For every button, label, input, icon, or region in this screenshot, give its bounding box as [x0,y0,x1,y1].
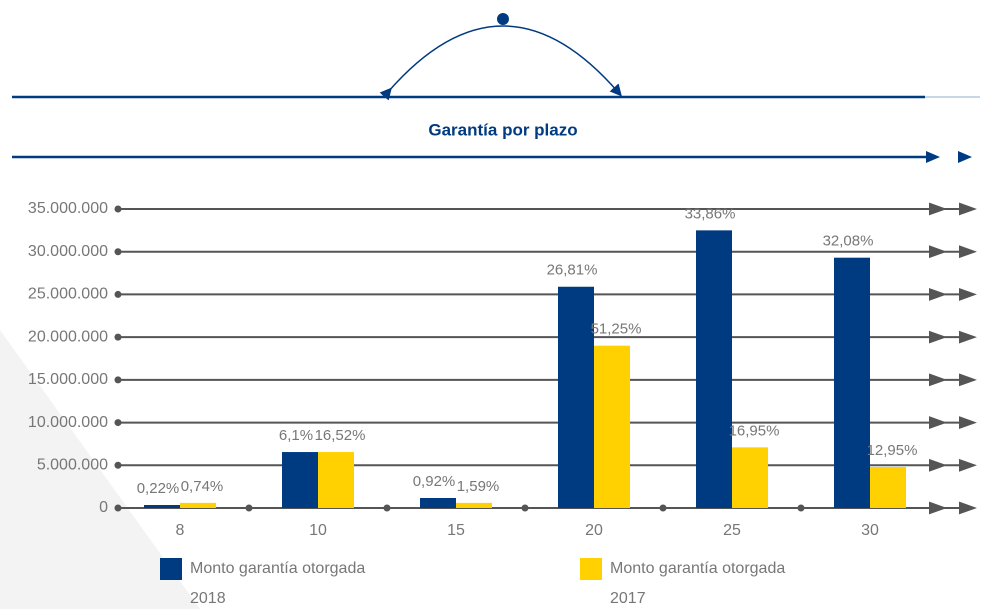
axis-dot [521,504,529,512]
y-tick-label: 15.000.000 [28,371,108,388]
axis-dot [245,504,253,512]
legend-label: Monto garantía otorgada 2018 [190,560,366,607]
data-label: 16,95% [729,422,780,439]
title-arrows [926,151,972,163]
axis-dot [797,504,805,512]
data-label: 12,95% [867,442,918,459]
axis-dot [659,504,667,512]
data-label: 0,74% [181,478,224,495]
data-label: 0,92% [413,473,456,490]
grid-arrows [929,288,977,301]
bar [144,505,180,508]
bar [696,230,732,508]
bar [282,452,318,508]
data-label: 6,1% [279,427,313,444]
grid-arrows [929,501,977,515]
grid-arrows [929,245,977,259]
y-tick-label: 35.000.000 [28,200,108,217]
data-label: 32,08% [823,233,874,250]
bar [318,452,354,508]
y-tick-label: 5.000.000 [37,457,108,474]
grid-arrows [929,416,977,429]
y-tick-label: 30.000.000 [28,243,108,260]
grid-arrows [929,458,977,472]
data-label: 0,22% [137,480,180,497]
legend-swatch [580,558,602,580]
bar [180,502,216,508]
grid-dot [114,461,122,469]
bar [456,502,492,508]
chart-title: Garantía por plazo [428,120,577,139]
bar [870,466,906,508]
legend-label: Monto garantía otorgada 2017 [610,560,786,607]
y-tick-label: 20.000.000 [28,328,108,345]
background-wedge [0,330,200,609]
bar [732,447,768,508]
y-tick-label: 0 [99,499,108,516]
bar [834,257,870,508]
data-label: 1,59% [457,478,500,495]
y-tick-label: 10.000.000 [28,414,108,431]
grid-dot [114,419,122,427]
x-tick-label: 20 [585,522,603,539]
header-dot [497,13,509,25]
x-tick-label: 10 [309,522,327,539]
grid-dot [114,205,122,213]
data-label: 26,81% [547,262,598,279]
x-tick-label: 15 [447,522,465,539]
data-label: 16,52% [315,427,366,444]
bar [594,345,630,508]
header-arc [379,25,622,101]
grid-dot [114,290,122,298]
grid-arrows [929,202,977,216]
bar [420,498,456,508]
x-tick-label: 8 [176,522,185,539]
grid-dot [114,333,122,341]
grid-dot [114,376,122,384]
y-tick-label: 25.000.000 [28,286,108,303]
axis-dot [383,504,391,512]
grid-dot [114,248,122,256]
grid-arrows [929,330,977,344]
bar [558,286,594,508]
x-tick-label: 25 [723,522,741,539]
legend-swatch [160,558,182,580]
data-label: 33,86% [685,205,736,222]
data-label: 51,25% [591,321,642,338]
x-tick-label: 30 [861,522,879,539]
grid-dot [114,504,122,512]
grid-arrows [929,373,977,387]
